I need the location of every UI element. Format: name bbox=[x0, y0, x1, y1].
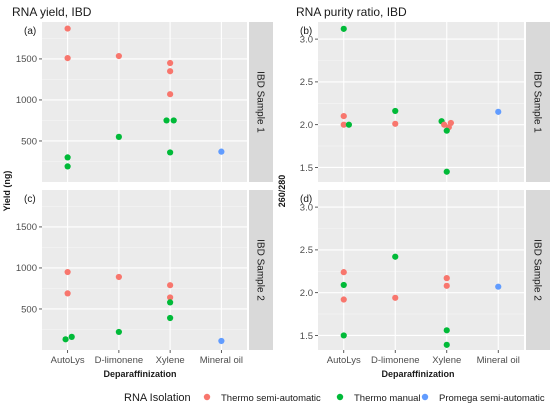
data-point-c0-p0 bbox=[163, 117, 170, 124]
facet-strip-label-c1-p0: IBD Sample 1 bbox=[532, 71, 543, 133]
data-point-c1-p1 bbox=[340, 296, 347, 303]
facet-strip-c1-p0 bbox=[526, 22, 550, 182]
y-tick-label-c0-p1: 1500 bbox=[16, 222, 37, 233]
data-point-c1-p0 bbox=[441, 121, 448, 128]
y-tick-label-c1-p0: 2.0 bbox=[300, 120, 313, 131]
x-tick-label-c0-p1: Mineral oil bbox=[200, 355, 243, 366]
data-point-c1-p0 bbox=[392, 120, 399, 127]
data-point-c1-p0 bbox=[340, 121, 347, 128]
data-point-c0-p0 bbox=[64, 154, 71, 161]
y-tick-label-c1-p1: 1.5 bbox=[300, 331, 313, 342]
panels-layer: 500 1000 1500 IBD Sample 1 (a) 500 1000 1500 IBD… bbox=[16, 22, 550, 366]
data-point-c0-p1 bbox=[115, 273, 122, 281]
y-tick-label-c0-p1: 1000 bbox=[16, 263, 37, 274]
facet-strip-label-c0-p0: IBD Sample 1 bbox=[255, 71, 266, 133]
data-point-c0-p1 bbox=[62, 336, 69, 343]
panel-background-c0-p1 bbox=[42, 190, 247, 350]
panel-tag-c0-p1: (c) bbox=[24, 194, 36, 205]
data-point-c0-p0 bbox=[218, 148, 225, 155]
facet-strip-c0-p0 bbox=[249, 22, 273, 182]
panel-tag-c0-p0: (a) bbox=[24, 26, 36, 37]
data-point-c0-p1 bbox=[167, 299, 174, 306]
legend-title: RNA Isolation bbox=[124, 392, 191, 404]
facet-strip-label-c1-p1: IBD Sample 2 bbox=[532, 239, 543, 301]
x-axis-title-yield: Deparaffinization bbox=[103, 369, 176, 379]
legend-swatch-thermo-semi bbox=[203, 393, 211, 401]
y-tick-label-c1-p1: 3.0 bbox=[300, 202, 313, 213]
legend-label-promega-semi: Promega semi-automatic bbox=[439, 393, 545, 404]
data-point-c1-p1 bbox=[443, 341, 450, 348]
x-tick-label-c0-p1: D-limonene bbox=[95, 355, 144, 366]
data-point-c0-p1 bbox=[64, 268, 71, 276]
data-point-c0-p0 bbox=[64, 55, 71, 62]
data-point-c0-p1 bbox=[68, 333, 75, 340]
y-tick-label-c0-p0: 500 bbox=[21, 136, 37, 147]
y-tick-label-c1-p1: 2.5 bbox=[300, 245, 313, 256]
data-point-c1-p0 bbox=[340, 25, 347, 32]
chart-title-purity: RNA purity ratio, IBD bbox=[296, 5, 407, 19]
data-point-c1-p1 bbox=[340, 332, 347, 339]
x-axis-title-purity: Deparaffinization bbox=[381, 369, 454, 379]
data-point-c1-p0 bbox=[392, 107, 399, 115]
data-point-c1-p1 bbox=[340, 281, 347, 289]
panel-tag-c1-p0: (b) bbox=[300, 26, 312, 37]
data-point-c1-p0 bbox=[495, 108, 502, 115]
y-tick-label-c1-p1: 2.0 bbox=[300, 288, 313, 299]
y-tick-label-c0-p0: 1000 bbox=[16, 95, 37, 106]
data-point-c1-p1 bbox=[392, 294, 399, 301]
y-tick-label-c1-p0: 3.0 bbox=[300, 34, 313, 45]
data-point-c1-p0 bbox=[340, 113, 347, 120]
data-point-c0-p1 bbox=[218, 337, 225, 345]
facet-strip-c0-p1 bbox=[249, 190, 273, 350]
data-point-c0-p1 bbox=[115, 328, 122, 336]
y-tick-label-c0-p1: 500 bbox=[21, 304, 37, 315]
data-point-c0-p0 bbox=[115, 133, 122, 140]
x-tick-label-c0-p1: AutoLys bbox=[51, 355, 85, 366]
data-point-c1-p0 bbox=[443, 168, 450, 175]
data-point-c1-p0 bbox=[345, 121, 352, 128]
x-tick-label-c1-p1: AutoLys bbox=[327, 355, 361, 366]
data-point-c0-p0 bbox=[167, 68, 174, 75]
facet-strip-label-c0-p1: IBD Sample 2 bbox=[255, 239, 266, 301]
data-point-c0-p1 bbox=[167, 294, 174, 301]
data-point-c0-p1 bbox=[167, 282, 174, 289]
chart-title-yield: RNA yield, IBD bbox=[12, 5, 92, 19]
x-tick-label-c1-p1: Xylene bbox=[432, 355, 461, 366]
data-point-c0-p0 bbox=[170, 117, 177, 124]
data-point-c0-p0 bbox=[167, 91, 174, 98]
data-point-c1-p1 bbox=[443, 282, 450, 289]
facet-strip-c1-p1 bbox=[526, 190, 550, 350]
data-point-c0-p0 bbox=[167, 59, 174, 67]
legend: RNA Isolation Thermo semi-automatic Ther… bbox=[124, 392, 545, 404]
data-point-c1-p1 bbox=[443, 275, 450, 282]
y-axis-title-yield: Yield (ng) bbox=[2, 171, 12, 212]
data-point-c1-p1 bbox=[340, 269, 347, 276]
data-point-c1-p1 bbox=[392, 253, 399, 260]
y-tick-label-c1-p0: 2.5 bbox=[300, 77, 313, 88]
x-tick-label-c1-p1: D-limonene bbox=[371, 355, 420, 366]
legend-swatch-promega-semi bbox=[421, 393, 429, 401]
data-point-c0-p1 bbox=[64, 290, 71, 297]
data-point-c1-p1 bbox=[443, 327, 450, 334]
data-point-c0-p1 bbox=[167, 314, 174, 322]
panel-background-c1-p1 bbox=[318, 190, 524, 350]
legend-label-thermo-semi: Thermo semi-automatic bbox=[221, 393, 321, 404]
y-tick-label-c1-p0: 1.5 bbox=[300, 163, 313, 174]
y-tick-label-c0-p0: 1500 bbox=[16, 54, 37, 65]
panel-background-c0-p0 bbox=[42, 22, 247, 182]
data-point-c0-p0 bbox=[167, 149, 174, 156]
panel-background-c1-p0 bbox=[318, 22, 524, 182]
legend-label-thermo-manual: Thermo manual bbox=[354, 393, 421, 404]
data-point-c1-p1 bbox=[495, 283, 502, 290]
data-point-c0-p0 bbox=[64, 25, 71, 32]
legend-swatch-thermo-manual bbox=[336, 393, 344, 401]
x-tick-label-c0-p1: Xylene bbox=[156, 355, 185, 366]
data-point-c0-p0 bbox=[64, 163, 71, 170]
data-point-c0-p0 bbox=[115, 52, 122, 60]
x-tick-label-c1-p1: Mineral oil bbox=[477, 355, 520, 366]
y-axis-title-purity: 260/280 bbox=[277, 175, 287, 208]
data-point-c1-p0 bbox=[443, 127, 450, 134]
panel-tag-c1-p1: (d) bbox=[300, 194, 312, 205]
